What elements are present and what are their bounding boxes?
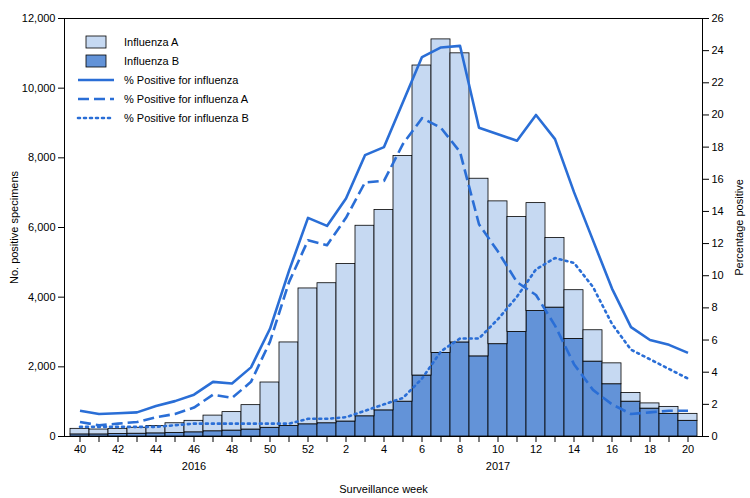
svg-text:6: 6 [419,443,425,455]
svg-text:48: 48 [226,443,238,455]
svg-text:16: 16 [712,173,724,185]
svg-text:12: 12 [530,443,542,455]
svg-text:10: 10 [492,443,504,455]
svg-text:12: 12 [712,237,724,249]
svg-text:46: 46 [188,443,200,455]
svg-text:10: 10 [712,269,724,281]
html-text:% Positive for influenza B: % Positive for influenza B [124,111,249,124]
svg-text:12,000: 12,000 [22,12,56,24]
svg-text:42: 42 [112,443,124,455]
svg-text:44: 44 [150,443,162,455]
svg-text:2: 2 [712,398,718,410]
svg-text:14: 14 [712,205,724,217]
html-text:% Positive for influenza: % Positive for influenza [124,73,239,86]
svg-text:6,000: 6,000 [28,221,56,233]
html-text:Influenza B: Influenza B [124,54,179,67]
svg-text:24: 24 [712,44,724,56]
svg-text:40: 40 [74,443,86,455]
svg-text:0: 0 [49,430,55,442]
svg-text:14: 14 [568,443,580,455]
svg-text:20: 20 [682,443,694,455]
svg-text:2016: 2016 [182,460,206,472]
svg-text:18: 18 [644,443,656,455]
svg-text:8: 8 [712,301,718,313]
svg-text:22: 22 [712,76,724,88]
html-text:% Positive for influenza A: % Positive for influenza A [124,92,249,105]
svg-text:20: 20 [712,108,724,120]
svg-text:0: 0 [712,430,718,442]
svg-text:10,000: 10,000 [22,82,56,94]
svg-text:8: 8 [457,443,463,455]
svg-text:2: 2 [343,443,349,455]
svg-text:2017: 2017 [486,460,510,472]
html-text:Influenza A: Influenza A [124,35,179,48]
svg-text:Surveillance week: Surveillance week [339,483,428,495]
svg-text:6: 6 [712,334,718,346]
svg-text:50: 50 [264,443,276,455]
svg-text:26: 26 [712,12,724,24]
svg-text:18: 18 [712,141,724,153]
svg-text:4,000: 4,000 [28,291,56,303]
svg-text:Percentage positive: Percentage positive [733,179,745,276]
svg-text:16: 16 [606,443,618,455]
svg-text:2,000: 2,000 [28,360,56,372]
svg-text:52: 52 [302,443,314,455]
svg-text:No. positive specimens: No. positive specimens [8,170,20,284]
svg-text:8,000: 8,000 [28,151,56,163]
svg-text:4: 4 [712,366,718,378]
svg-text:4: 4 [381,443,387,455]
